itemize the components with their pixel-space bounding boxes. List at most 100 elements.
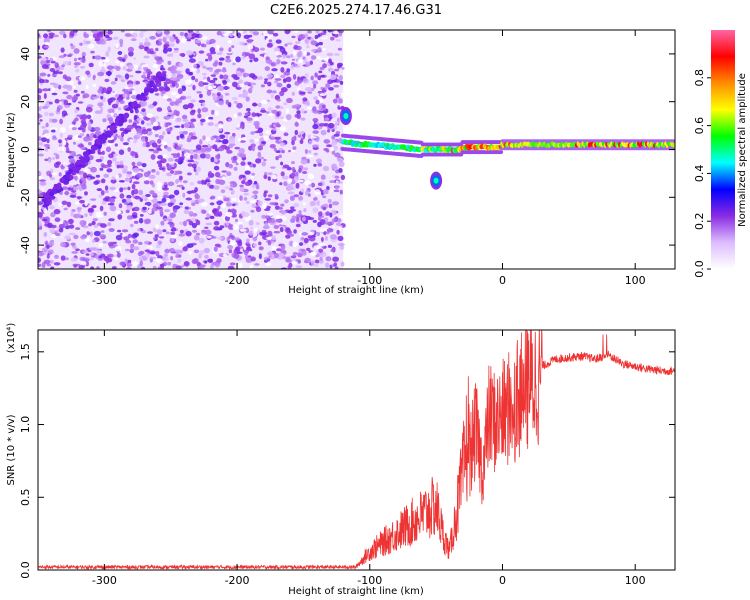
heatmap-noise-cell [208, 68, 213, 73]
heatmap-noise-cell [202, 43, 207, 48]
heatmap-noise-cell [267, 30, 274, 35]
heatmap-streak-cell [52, 189, 57, 193]
heatmap-noise-cell [248, 248, 253, 252]
heatmap-noise-cell [177, 97, 183, 104]
heatmap-noise-cell [192, 84, 196, 91]
heatmap-noise-cell [87, 121, 92, 127]
heatmap-noise-cell [256, 113, 263, 117]
heatmap-noise-cell [112, 256, 119, 261]
heatmap-noise-cell [245, 254, 249, 260]
heatmap-noise-cell [264, 171, 268, 176]
heatmap-noise-cell [160, 220, 165, 226]
heatmap-noise-cell [117, 107, 122, 111]
heatmap-noise-cell [250, 85, 254, 89]
heatmap-noise-cell [220, 189, 226, 194]
heatmap-noise-cell [202, 73, 207, 76]
heatmap-noise-cell [92, 55, 96, 60]
heatmap-noise-cell [133, 220, 139, 224]
heatmap-noise-cell [228, 118, 232, 122]
heatmap-noise-cell [313, 197, 318, 201]
heatmap-noise-cell [62, 61, 70, 66]
heatmap-noise-cell [313, 163, 317, 167]
heatmap-noise-cell [83, 31, 87, 37]
heatmap-noise-cell [138, 241, 143, 245]
heatmap-noise-cell [273, 147, 277, 152]
heatmap-noise-cell [285, 256, 291, 262]
heatmap-noise-cell [253, 120, 260, 127]
heatmap-noise-cell [261, 99, 268, 104]
heatmap-noise-cell [214, 243, 221, 247]
heatmap-noise-cell [266, 42, 273, 48]
heatmap-noise-cell [335, 93, 339, 99]
heatmap-noise-cell [38, 153, 44, 157]
heatmap-noise-cell [174, 158, 181, 162]
heatmap-noise-cell [240, 228, 247, 232]
heatmap-noise-cell [310, 55, 317, 60]
heatmap-noise-cell [279, 116, 284, 120]
heatmap-noise-cell [292, 241, 298, 248]
heatmap-noise-cell [321, 34, 328, 40]
heatmap-noise-cell [272, 174, 277, 180]
heatmap-noise-cell [151, 142, 158, 148]
heatmap-noise-cell [75, 93, 80, 97]
heatmap-noise-cell [310, 182, 316, 188]
heatmap-noise-cell [59, 30, 66, 35]
heatmap-noise-cell [66, 201, 72, 208]
y-tick-label: 20 [19, 95, 32, 109]
heatmap-noise-cell [48, 112, 55, 117]
heatmap-noise-cell [273, 252, 279, 259]
heatmap-noise-cell [79, 42, 83, 46]
heatmap-noise-cell [312, 219, 317, 223]
heatmap-noise-cell [243, 81, 250, 86]
heatmap-noise-cell [330, 146, 335, 152]
heatmap-noise-cell [186, 172, 192, 176]
spectrogram-y-axis: -40 -20 0 20 40 [19, 47, 675, 254]
heatmap-noise-cell [124, 127, 128, 134]
heatmap-noise-cell [205, 58, 209, 62]
heatmap-noise-cell [44, 147, 49, 152]
heatmap-noise-cell [92, 96, 98, 100]
heatmap-noise-cell [171, 73, 176, 78]
heatmap-noise-cell [149, 140, 156, 144]
heatmap-noise-cell [206, 39, 210, 44]
heatmap-streak-cell [101, 136, 106, 140]
heatmap-noise-cell [67, 54, 72, 58]
heatmap-noise-cell [229, 33, 233, 38]
heatmap-noise-cell [267, 230, 273, 237]
heatmap-noise-cell [168, 194, 175, 199]
heatmap-noise-cell [147, 170, 151, 175]
heatmap-noise-cell [98, 214, 104, 218]
heatmap-noise-cell [116, 164, 121, 169]
heatmap-noise-cell [183, 220, 187, 227]
heatmap-noise-cell [329, 74, 337, 81]
heatmap-noise-cell [206, 89, 212, 96]
heatmap-noise-cell [90, 50, 95, 54]
heatmap-noise-cell [175, 70, 181, 75]
heatmap-noise-cell [64, 235, 72, 240]
heatmap-noise-cell [112, 90, 116, 94]
heatmap-noise-cell [49, 173, 53, 178]
heatmap-noise-cell [258, 241, 262, 246]
heatmap-noise-cell [47, 30, 51, 33]
colorbar-tick-label: 0.0 [693, 260, 706, 278]
heatmap-noise-cell [252, 31, 259, 36]
heatmap-noise-cell [312, 130, 320, 134]
heatmap-noise-cell [265, 111, 270, 114]
heatmap-noise-cell [48, 101, 53, 105]
heatmap-noise-cell [173, 47, 179, 51]
heatmap-noise-cell [127, 147, 131, 152]
heatmap-noise-cell [213, 220, 220, 226]
heatmap-noise-cell [228, 163, 233, 169]
heatmap-noise-cell [192, 163, 197, 169]
heatmap-noise-cell [322, 165, 330, 172]
heatmap-noise-cell [227, 245, 234, 250]
heatmap-noise-cell [179, 53, 183, 57]
heatmap-noise-cell [292, 251, 298, 256]
heatmap-noise-cell [255, 184, 260, 190]
heatmap-noise-cell [225, 221, 230, 226]
heatmap-noise-cell [260, 156, 264, 160]
heatmap-noise-cell [226, 30, 233, 34]
heatmap-noise-cell [150, 154, 156, 160]
y-tick-label: 0 [19, 146, 32, 153]
heatmap-noise-cell [107, 46, 111, 52]
